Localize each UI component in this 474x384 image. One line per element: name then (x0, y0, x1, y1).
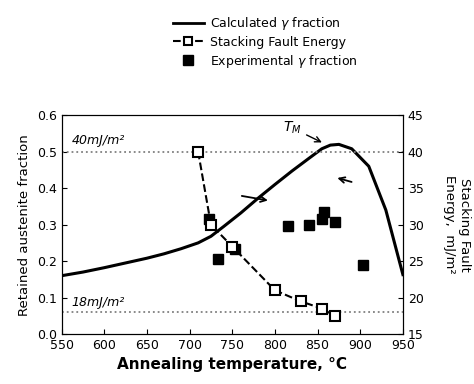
Text: 18mJ/m²: 18mJ/m² (72, 296, 125, 309)
Text: 40mJ/m²: 40mJ/m² (72, 134, 125, 147)
X-axis label: Annealing temperature, °C: Annealing temperature, °C (117, 358, 347, 372)
Legend: Calculated $\gamma$ fraction, Stacking Fault Energy, Experimental $\gamma$ fract: Calculated $\gamma$ fraction, Stacking F… (168, 10, 363, 74)
Y-axis label: Stacking Fault
Energy,  mJ/m²: Stacking Fault Energy, mJ/m² (443, 175, 471, 274)
Y-axis label: Retained austenite fraction: Retained austenite fraction (18, 134, 31, 316)
Text: $T_M$: $T_M$ (283, 120, 320, 142)
